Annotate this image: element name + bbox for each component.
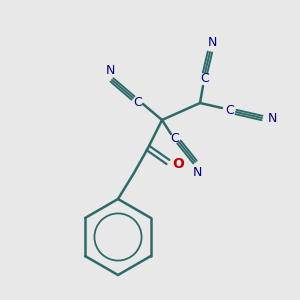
Text: N: N <box>267 112 277 124</box>
Text: N: N <box>105 64 115 76</box>
Text: C: C <box>226 103 234 116</box>
Text: N: N <box>207 35 217 49</box>
Text: C: C <box>201 71 209 85</box>
Text: N: N <box>192 166 202 178</box>
Text: C: C <box>134 95 142 109</box>
Text: O: O <box>172 157 184 171</box>
Text: C: C <box>171 131 179 145</box>
